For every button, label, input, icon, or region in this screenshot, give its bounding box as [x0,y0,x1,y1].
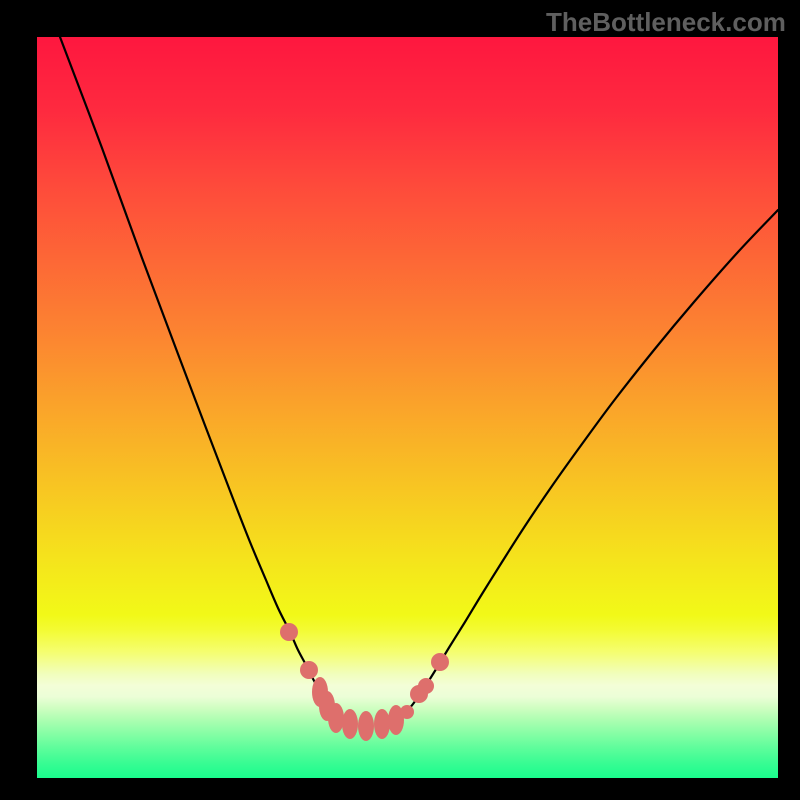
chart-frame: TheBottleneck.com [0,0,800,800]
watermark-text: TheBottleneck.com [546,7,786,38]
plot-area [37,37,778,778]
